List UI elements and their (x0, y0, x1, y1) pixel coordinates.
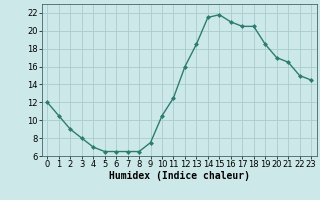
X-axis label: Humidex (Indice chaleur): Humidex (Indice chaleur) (109, 171, 250, 181)
